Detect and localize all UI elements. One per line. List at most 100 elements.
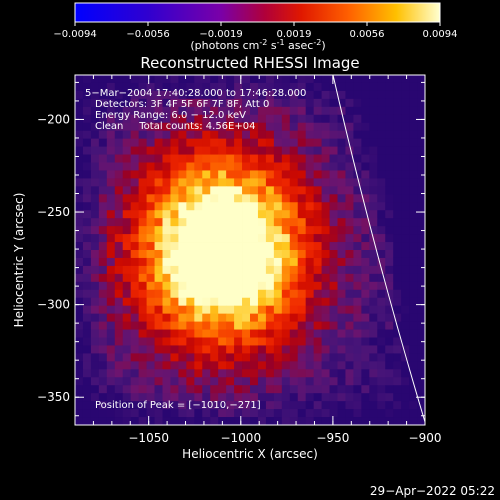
heatmap-cell: [369, 385, 378, 394]
heatmap-cell: [250, 90, 259, 100]
heatmap-cell: [130, 186, 140, 195]
heatmap-cell: [329, 353, 338, 362]
heatmap-cell: [250, 329, 259, 338]
heatmap-cell: [313, 377, 322, 386]
heatmap-cell: [98, 130, 108, 140]
y-axis-label: Heliocentric Y (arcsec): [12, 193, 26, 328]
heatmap-cell: [186, 194, 195, 203]
heatmap-cell: [313, 218, 322, 227]
heatmap-cell: [114, 202, 124, 211]
heatmap-cell: [257, 202, 267, 211]
heatmap-cell: [337, 273, 346, 283]
heatmap-cell: [82, 337, 92, 346]
heatmap-cell: [138, 250, 147, 259]
heatmap-cell: [138, 345, 147, 354]
heatmap-cell: [218, 114, 227, 124]
heatmap-cell: [154, 98, 163, 108]
heatmap-cell: [369, 226, 378, 235]
heatmap-cell: [114, 90, 124, 100]
heatmap-cell: [321, 154, 330, 163]
heatmap-cell: [82, 82, 92, 92]
heatmap-cell: [130, 377, 140, 386]
heatmap-cell: [75, 289, 84, 299]
heatmap-cell: [130, 90, 140, 100]
heatmap-cell: [321, 409, 330, 418]
heatmap-cell: [393, 154, 402, 163]
heatmap-cell: [162, 353, 171, 362]
heatmap-cell: [265, 305, 275, 315]
heatmap-cell: [297, 146, 307, 155]
heatmap-cell: [98, 82, 108, 92]
heatmap-cell: [313, 75, 322, 84]
heatmap-cell: [401, 289, 410, 299]
heatmap-cell: [297, 106, 307, 116]
heatmap-cell: [82, 361, 92, 370]
heatmap-cell: [138, 234, 147, 243]
heatmap-cell: [281, 385, 291, 394]
heatmap-cell: [114, 257, 124, 267]
heatmap-cell: [114, 321, 124, 330]
heatmap-cell: [162, 106, 171, 116]
heatmap-cell: [273, 234, 283, 243]
heatmap-cell: [98, 138, 108, 147]
heatmap-cell: [138, 242, 147, 251]
heatmap-cell: [90, 122, 100, 132]
heatmap-cell: [401, 313, 410, 322]
heatmap-cell: [122, 265, 132, 275]
heatmap-cell: [122, 75, 132, 84]
heatmap-cell: [234, 98, 243, 108]
heatmap-cell: [385, 273, 394, 283]
heatmap-cell: [202, 353, 211, 362]
heatmap-cell: [409, 353, 418, 362]
heatmap-cell: [385, 250, 394, 259]
heatmap-cell: [385, 345, 394, 354]
heatmap-cell: [377, 210, 386, 219]
heatmap-cell: [210, 194, 219, 203]
heatmap-cell: [75, 82, 84, 92]
heatmap-cell: [202, 297, 211, 307]
heatmap-cell: [337, 234, 346, 243]
heatmap-cell: [265, 281, 275, 291]
heatmap-cell: [186, 82, 195, 92]
heatmap-cell: [90, 106, 100, 116]
heatmap-cell: [226, 178, 235, 187]
heatmap-cell: [106, 138, 116, 147]
heatmap-cell: [90, 369, 100, 378]
heatmap-cell: [106, 170, 116, 179]
heatmap-cell: [281, 369, 291, 378]
heatmap-cell: [218, 305, 227, 315]
heatmap-cell: [377, 401, 386, 410]
heatmap-cell: [98, 329, 108, 338]
y-tick-label: −200: [37, 112, 70, 126]
annotation-detectors: Detectors: 3F 4F 5F 6F 7F 8F, Att 0: [95, 99, 269, 110]
heatmap-cell: [313, 305, 322, 315]
heatmap-cell: [122, 257, 132, 267]
heatmap-cell: [305, 202, 315, 211]
heatmap-cell: [250, 313, 259, 322]
heatmap-cell: [353, 265, 362, 275]
heatmap-cell: [361, 146, 370, 155]
heatmap-cell: [186, 361, 195, 370]
heatmap-cell: [178, 409, 187, 418]
heatmap-cell: [75, 226, 84, 235]
heatmap-cell: [281, 401, 291, 410]
heatmap-cell: [114, 146, 124, 155]
heatmap-cell: [170, 321, 179, 330]
heatmap-cell: [178, 329, 187, 338]
heatmap-cell: [305, 417, 315, 425]
heatmap-cell: [138, 265, 147, 275]
heatmap-cell: [82, 289, 92, 299]
heatmap-cell: [361, 194, 370, 203]
heatmap-cell: [202, 393, 211, 402]
heatmap-cell: [409, 114, 418, 124]
heatmap-cell: [281, 273, 291, 283]
heatmap-cell: [305, 242, 315, 251]
heatmap-cell: [170, 138, 179, 147]
heatmap-cell: [273, 257, 283, 267]
heatmap-cell: [289, 417, 299, 425]
heatmap-cell: [82, 329, 92, 338]
heatmap-cell: [377, 289, 386, 299]
heatmap-cell: [186, 313, 195, 322]
heatmap-cell: [82, 178, 92, 187]
heatmap-cell: [186, 178, 195, 187]
